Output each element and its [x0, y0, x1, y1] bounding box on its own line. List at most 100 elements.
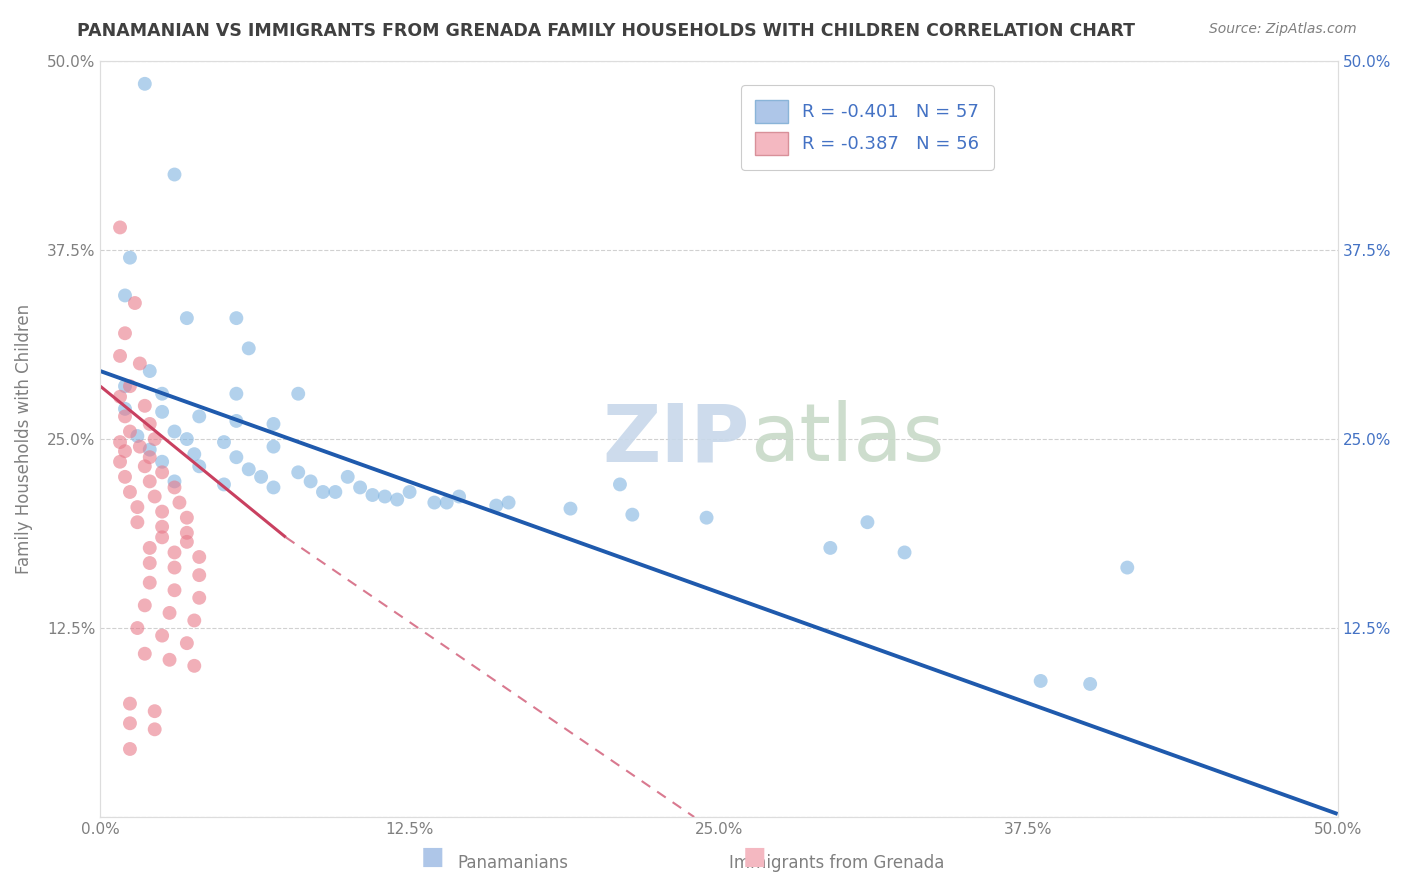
Point: [139, 364, 162, 378]
Text: atlas: atlas: [749, 401, 945, 478]
Point: [176, 432, 198, 446]
Point: [188, 459, 211, 474]
Point: [150, 520, 173, 534]
Point: [250, 470, 273, 484]
Point: [312, 485, 335, 500]
Point: [212, 477, 235, 491]
Point: [1029, 673, 1052, 688]
Point: [1078, 677, 1101, 691]
Point: [238, 342, 260, 356]
Point: [114, 326, 136, 341]
Text: ■: ■: [422, 845, 444, 869]
Point: [150, 629, 173, 643]
Point: [150, 405, 173, 419]
Legend: R = -0.401   N = 57, R = -0.387   N = 56: R = -0.401 N = 57, R = -0.387 N = 56: [741, 86, 994, 169]
Point: [150, 455, 173, 469]
Point: [163, 425, 186, 439]
Point: [163, 480, 186, 494]
Point: [609, 477, 631, 491]
Point: [485, 499, 508, 513]
Point: [449, 490, 471, 504]
Text: Panamanians: Panamanians: [458, 855, 568, 872]
Point: [150, 466, 173, 480]
Text: Source: ZipAtlas.com: Source: ZipAtlas.com: [1209, 22, 1357, 37]
Point: [225, 450, 247, 465]
Point: [128, 440, 150, 454]
Point: [188, 568, 211, 582]
Point: [212, 435, 235, 450]
Point: [225, 414, 247, 428]
Point: [163, 583, 186, 598]
Point: [263, 417, 285, 431]
Point: [188, 409, 211, 424]
Point: [176, 525, 198, 540]
Point: [134, 459, 156, 474]
Point: [118, 251, 141, 265]
Point: [134, 399, 156, 413]
Point: [299, 475, 322, 489]
Point: [118, 742, 141, 756]
Point: [387, 492, 409, 507]
Point: [143, 432, 166, 446]
Point: [696, 510, 718, 524]
Point: [114, 288, 136, 302]
Point: [163, 475, 186, 489]
Point: [118, 425, 141, 439]
Point: [139, 475, 162, 489]
Point: [361, 488, 384, 502]
Point: [127, 621, 149, 635]
Point: [183, 658, 205, 673]
Point: [114, 379, 136, 393]
Point: [108, 220, 131, 235]
Point: [188, 591, 211, 605]
Point: [118, 485, 141, 500]
Point: [183, 614, 205, 628]
Point: [139, 556, 162, 570]
Point: [183, 447, 205, 461]
Point: [159, 653, 181, 667]
Point: [108, 435, 131, 450]
Point: [893, 545, 915, 559]
Point: [349, 480, 371, 494]
Point: [114, 470, 136, 484]
Point: [139, 575, 162, 590]
Text: ZIP: ZIP: [603, 401, 749, 478]
Point: [108, 390, 131, 404]
Point: [423, 495, 446, 509]
Point: [114, 409, 136, 424]
Point: [176, 636, 198, 650]
Point: [128, 356, 150, 370]
Point: [225, 386, 247, 401]
Point: [143, 490, 166, 504]
Point: [374, 490, 396, 504]
Point: [150, 505, 173, 519]
Point: [169, 495, 191, 509]
Text: Immigrants from Grenada: Immigrants from Grenada: [728, 855, 945, 872]
Point: [176, 311, 198, 326]
Point: [114, 444, 136, 458]
Point: [134, 647, 156, 661]
Point: [163, 560, 186, 574]
Point: [336, 470, 359, 484]
Point: [127, 500, 149, 514]
Point: [127, 429, 149, 443]
Point: [225, 311, 247, 326]
Point: [263, 480, 285, 494]
Text: ■: ■: [744, 845, 766, 869]
Point: [114, 401, 136, 416]
Point: [325, 485, 347, 500]
Point: [1116, 560, 1139, 574]
Point: [139, 450, 162, 465]
Point: [143, 704, 166, 718]
Point: [176, 534, 198, 549]
Point: [108, 349, 131, 363]
Point: [127, 515, 149, 529]
Point: [134, 599, 156, 613]
Point: [856, 515, 879, 529]
Point: [163, 545, 186, 559]
Point: [150, 530, 173, 544]
Point: [560, 501, 582, 516]
Point: [139, 417, 162, 431]
Point: [124, 296, 146, 310]
Point: [287, 466, 309, 480]
